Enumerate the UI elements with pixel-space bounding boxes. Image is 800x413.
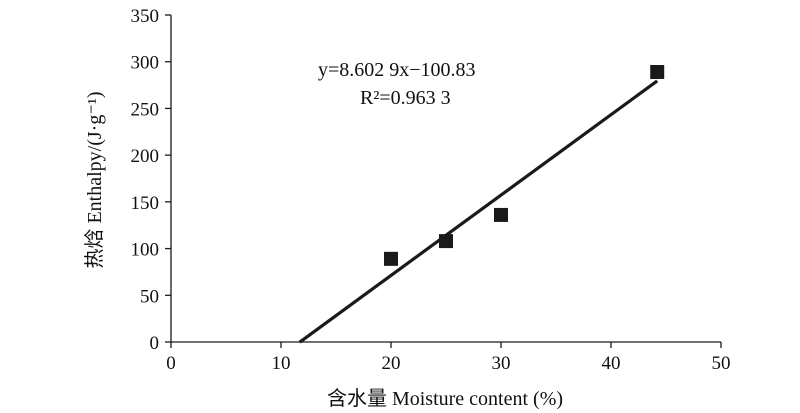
- data-points: [384, 64, 665, 266]
- y-tick-label: 100: [131, 240, 160, 261]
- data-point: [494, 207, 508, 222]
- r-squared-label: R²=0.963 3: [360, 87, 451, 109]
- y-tick-label: 50: [140, 286, 159, 307]
- trendline-group: [298, 79, 659, 344]
- data-point: [384, 251, 398, 266]
- y-tick-label: 350: [131, 6, 160, 27]
- trendline: [298, 79, 659, 344]
- x-tick-label: 0: [166, 353, 176, 374]
- equation-label: y=8.602 9x−100.83: [318, 59, 476, 81]
- axes: [170, 15, 721, 343]
- ticks: 0 10 20 30 40 50 0 50 100 150 200 250 300 350: [131, 6, 731, 374]
- x-tick-label: 30: [492, 353, 511, 374]
- y-tick-label: 250: [131, 99, 160, 120]
- y-tick-label: 0: [150, 333, 160, 354]
- x-axis-label: 含水量 Moisture content (%): [327, 387, 563, 410]
- y-tick-label: 150: [131, 193, 160, 214]
- x-tick-label: 20: [382, 353, 401, 374]
- y-tick-label: 200: [131, 146, 160, 167]
- data-point: [439, 234, 453, 249]
- x-tick-label: 10: [272, 353, 291, 374]
- x-tick-label: 40: [602, 353, 621, 374]
- x-tick-label: 50: [712, 353, 731, 374]
- y-tick-label: 300: [131, 53, 160, 74]
- data-point: [650, 64, 665, 79]
- y-axis-label: 热焓 Enthalpy/(J·g⁻¹): [83, 91, 106, 268]
